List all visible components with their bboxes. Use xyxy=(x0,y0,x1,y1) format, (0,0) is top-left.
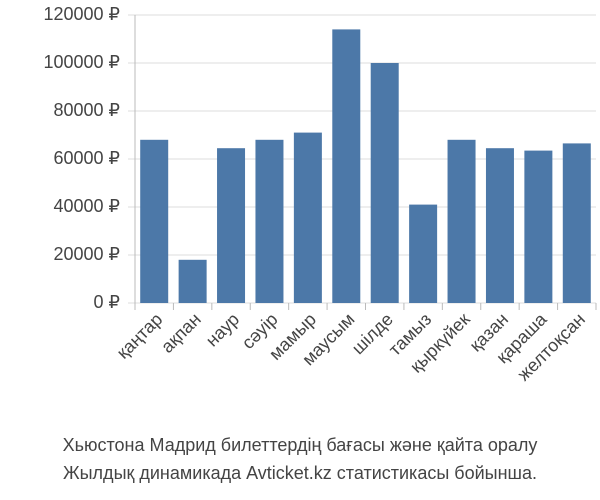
y-tick-label: 20000 ₽ xyxy=(53,244,120,264)
chart-title: Хьюстона Мадрид билеттердің бағасы және … xyxy=(63,435,538,455)
bar xyxy=(332,29,361,304)
y-tick-label: 40000 ₽ xyxy=(53,196,120,216)
bar xyxy=(293,132,322,303)
bar xyxy=(409,204,438,303)
x-tick-label: қаңтар xyxy=(113,309,167,363)
bar xyxy=(370,63,399,303)
x-tick-label: наур xyxy=(202,309,243,350)
bar xyxy=(524,150,553,303)
bar xyxy=(178,259,207,303)
bar xyxy=(485,148,514,303)
bar xyxy=(447,139,476,303)
y-tick-label: 0 ₽ xyxy=(94,292,120,312)
bar xyxy=(140,139,169,303)
x-tick-label: ақпан xyxy=(157,309,205,357)
y-tick-label: 80000 ₽ xyxy=(53,100,120,120)
y-tick-label: 120000 ₽ xyxy=(43,4,120,24)
y-tick-label: 100000 ₽ xyxy=(43,52,120,72)
chart-subtitle: Жылдық динамикада Avticket.kz статистика… xyxy=(63,463,537,483)
bar xyxy=(562,143,591,303)
y-tick-label: 60000 ₽ xyxy=(53,148,120,168)
bar xyxy=(217,148,246,303)
bar xyxy=(255,139,284,303)
